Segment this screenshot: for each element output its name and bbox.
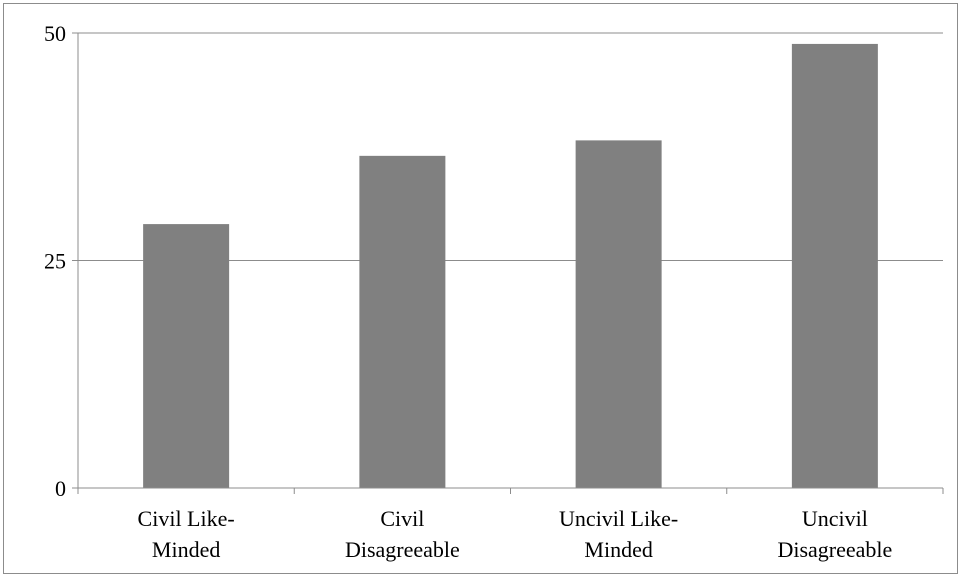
x-category-label-line: Minded bbox=[152, 537, 220, 562]
axes bbox=[72, 32, 944, 494]
x-category-label-line: Disagreeable bbox=[345, 537, 460, 562]
x-category-label-line: Disagreeable bbox=[777, 537, 892, 562]
bar-3 bbox=[791, 43, 878, 489]
bars bbox=[143, 43, 878, 489]
bar-0 bbox=[143, 224, 230, 488]
x-category-label: Civil Disagreeable bbox=[345, 506, 460, 562]
y-tick-label: 25 bbox=[44, 249, 66, 274]
bar-1 bbox=[359, 155, 446, 488]
x-category-label: Civil Like- Minded bbox=[138, 506, 235, 562]
x-category-label-line: Civil Like- bbox=[138, 506, 235, 531]
x-category-label: Uncivil Like- Minded bbox=[559, 506, 678, 562]
x-category-label-line: Civil bbox=[380, 506, 424, 531]
x-category-label-line: Minded bbox=[584, 537, 652, 562]
bar-2 bbox=[575, 140, 662, 488]
y-tick-label: 50 bbox=[44, 21, 66, 46]
x-category-label-line: Uncivil Like- bbox=[559, 506, 678, 531]
x-category-label-line: Uncivil bbox=[802, 506, 868, 531]
x-category-label: Uncivil Disagreeable bbox=[777, 506, 892, 562]
y-tick-label: 0 bbox=[55, 476, 66, 501]
